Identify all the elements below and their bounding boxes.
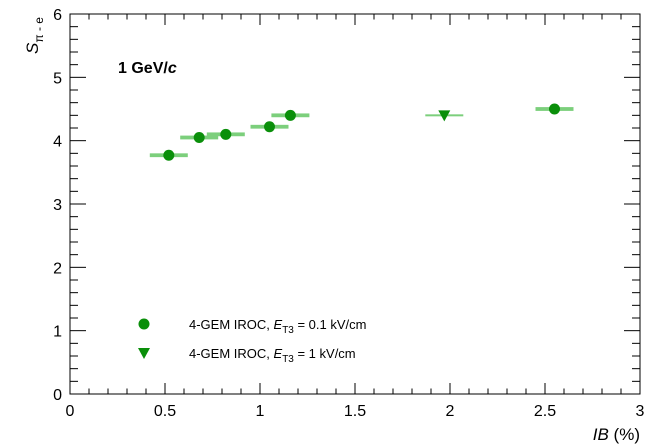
data-point-circle xyxy=(220,128,232,140)
data-point-circle xyxy=(163,149,175,161)
x-axis-title: IB (%) xyxy=(593,425,640,444)
data-point-circle xyxy=(264,121,275,133)
legend-label-2: 4-GEM IROC, ET3 = 1 kV/cm xyxy=(189,346,356,365)
y-tick-label: 1 xyxy=(53,324,62,341)
data-markers xyxy=(149,103,574,161)
y-tick-label: 5 xyxy=(53,70,62,87)
legend-label-1: 4-GEM IROC, ET3 = 0.1 kV/cm xyxy=(189,317,366,336)
y-tick-label: 3 xyxy=(53,197,62,214)
y-tick-label: 4 xyxy=(53,134,62,151)
legend-marker-triangle xyxy=(138,348,150,359)
y-tick-label: 2 xyxy=(53,260,62,277)
x-tick-label: 0 xyxy=(66,403,75,420)
axis-ticks: 0 0.5 1 1.5 2 2.5 3 0 1 2 3 4 5 6 xyxy=(53,7,644,420)
annotation: 1 GeV/c xyxy=(118,60,177,77)
y-axis-title: Sπ - e xyxy=(23,17,46,54)
x-tick-label: 1.5 xyxy=(344,403,366,420)
x-tick-label: 2 xyxy=(446,403,455,420)
legend: 4-GEM IROC, ET3 = 0.1 kV/cm 4-GEM IROC, … xyxy=(138,317,366,365)
x-tick-label: 2.5 xyxy=(534,403,556,420)
data-point-circle xyxy=(549,103,560,115)
legend-marker-circle xyxy=(138,318,150,330)
data-point-triangle xyxy=(438,110,451,122)
x-tick-label: 0.5 xyxy=(154,403,176,420)
x-tick-label: 3 xyxy=(636,403,645,420)
y-tick-label: 0 xyxy=(53,387,62,404)
data-point-circle xyxy=(193,132,205,143)
x-tick-label: 1 xyxy=(256,403,265,420)
y-tick-label: 6 xyxy=(53,7,62,24)
data-point-circle xyxy=(284,109,296,121)
